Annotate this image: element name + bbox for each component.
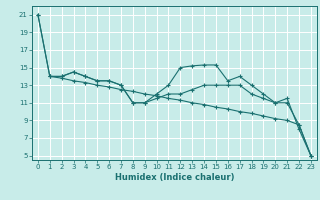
X-axis label: Humidex (Indice chaleur): Humidex (Indice chaleur)	[115, 173, 234, 182]
